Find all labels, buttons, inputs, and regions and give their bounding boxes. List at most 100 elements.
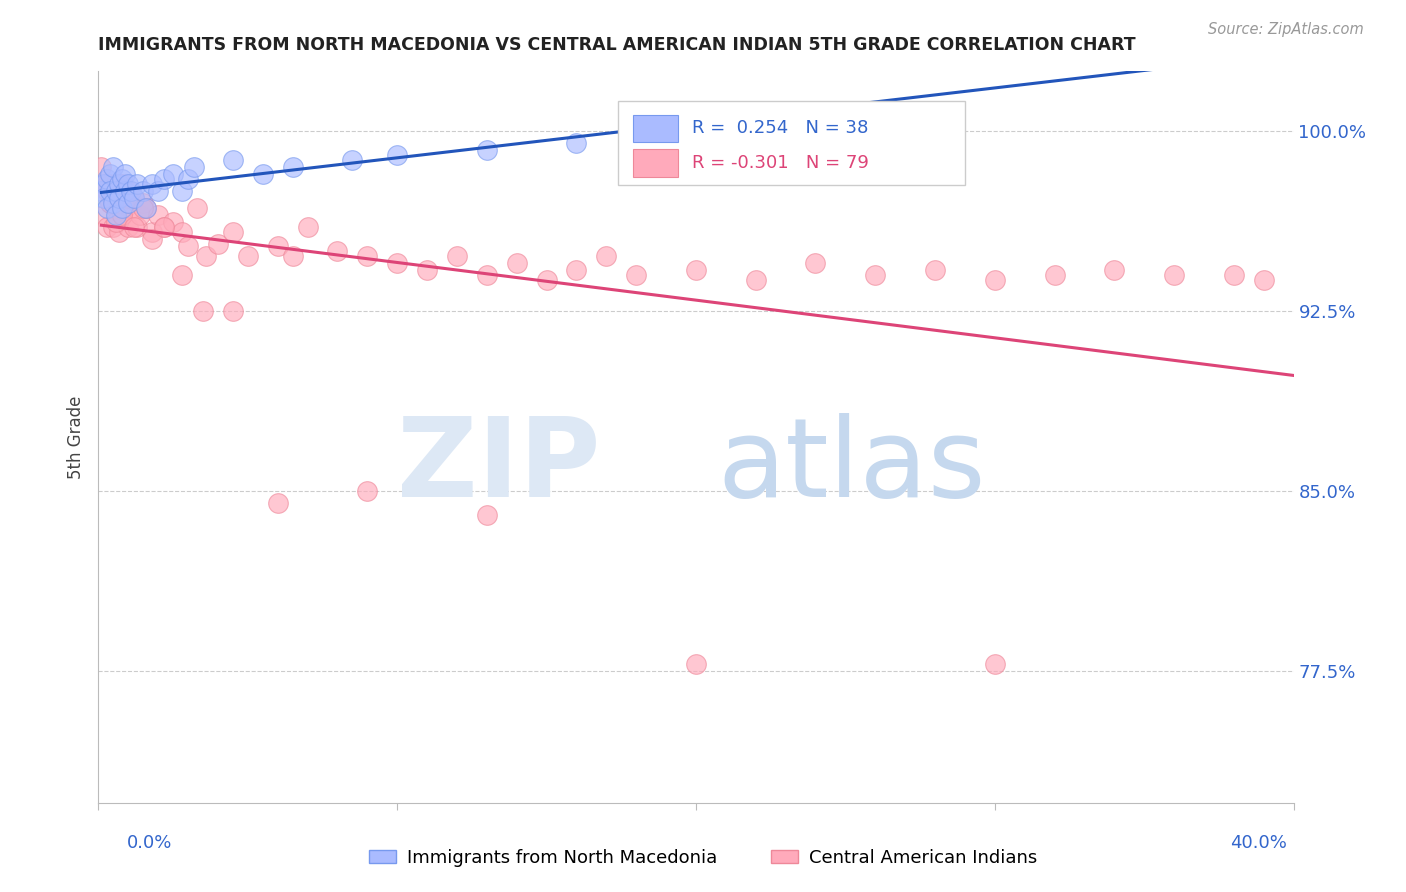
Point [103, 184, 125, 198]
Point [98, 196, 122, 211]
Point [207, 237, 229, 252]
Point [804, 256, 827, 270]
Point [148, 208, 170, 222]
Point [191, 304, 214, 318]
Point [252, 168, 274, 182]
Point [172, 184, 194, 198]
Point [141, 177, 163, 191]
Text: R =  0.254   N = 38: R = 0.254 N = 38 [692, 120, 869, 137]
Point [141, 232, 163, 246]
Point [114, 201, 136, 215]
Point [626, 268, 648, 283]
Point [98, 184, 122, 198]
Point [93, 177, 115, 191]
Point [117, 191, 139, 205]
Point [108, 191, 131, 205]
Point [162, 215, 184, 229]
Point [356, 249, 378, 263]
Point [536, 273, 558, 287]
Y-axis label: 5th Grade: 5th Grade [67, 395, 86, 479]
Point [127, 177, 149, 191]
Point [183, 161, 205, 175]
Point [103, 161, 125, 175]
Point [132, 196, 155, 211]
Point [117, 196, 139, 211]
Point [103, 196, 125, 211]
Point [124, 191, 146, 205]
Point [685, 263, 707, 277]
Point [105, 201, 128, 215]
Point [117, 177, 139, 191]
Point [685, 657, 707, 671]
Point [111, 208, 134, 222]
Point [98, 168, 122, 182]
Point [745, 273, 768, 287]
Point [475, 508, 498, 522]
Point [475, 144, 498, 158]
Point [105, 208, 128, 222]
Point [153, 172, 176, 186]
Point [1043, 268, 1066, 283]
Point [385, 256, 409, 270]
Point [103, 191, 125, 205]
Point [177, 172, 200, 186]
Point [236, 249, 259, 263]
FancyBboxPatch shape [619, 101, 965, 185]
Point [1104, 263, 1126, 277]
Point [162, 168, 184, 182]
Point [186, 201, 208, 215]
Text: ZIP: ZIP [396, 413, 600, 520]
Point [96, 220, 118, 235]
Point [98, 177, 122, 191]
Point [446, 249, 468, 263]
Point [141, 225, 163, 239]
Point [1163, 268, 1185, 283]
Point [385, 148, 409, 162]
Point [129, 208, 152, 222]
Text: 0.0%: 0.0% [127, 834, 172, 852]
Point [114, 168, 136, 182]
Text: R = -0.301   N = 79: R = -0.301 N = 79 [692, 153, 869, 172]
Point [105, 184, 128, 198]
Point [267, 239, 290, 253]
Text: Source: ZipAtlas.com: Source: ZipAtlas.com [1208, 22, 1364, 37]
Point [103, 220, 125, 235]
Point [108, 177, 131, 191]
Point [90, 161, 112, 175]
Text: 40.0%: 40.0% [1230, 834, 1286, 852]
Point [1223, 268, 1246, 283]
Point [135, 201, 157, 215]
Point [117, 184, 139, 198]
Point [281, 249, 304, 263]
Point [124, 191, 146, 205]
Point [93, 191, 115, 205]
Point [222, 304, 245, 318]
Point [111, 177, 134, 191]
Point [132, 201, 155, 215]
FancyBboxPatch shape [633, 114, 678, 143]
Point [565, 263, 588, 277]
Point [124, 220, 146, 235]
Point [120, 184, 142, 198]
Point [565, 136, 588, 151]
Point [96, 184, 118, 198]
Point [172, 225, 194, 239]
Point [117, 220, 139, 235]
Point [153, 220, 176, 235]
Point [148, 184, 170, 198]
Point [108, 225, 131, 239]
Point [114, 184, 136, 198]
Text: atlas: atlas [717, 413, 986, 520]
Point [195, 249, 218, 263]
Point [222, 153, 245, 167]
Point [135, 201, 157, 215]
Point [111, 208, 134, 222]
Point [177, 239, 200, 253]
Point [111, 201, 134, 215]
Point [111, 172, 134, 186]
Point [326, 244, 349, 259]
Point [127, 220, 149, 235]
Point [153, 220, 176, 235]
Point [105, 215, 128, 229]
Point [120, 201, 142, 215]
